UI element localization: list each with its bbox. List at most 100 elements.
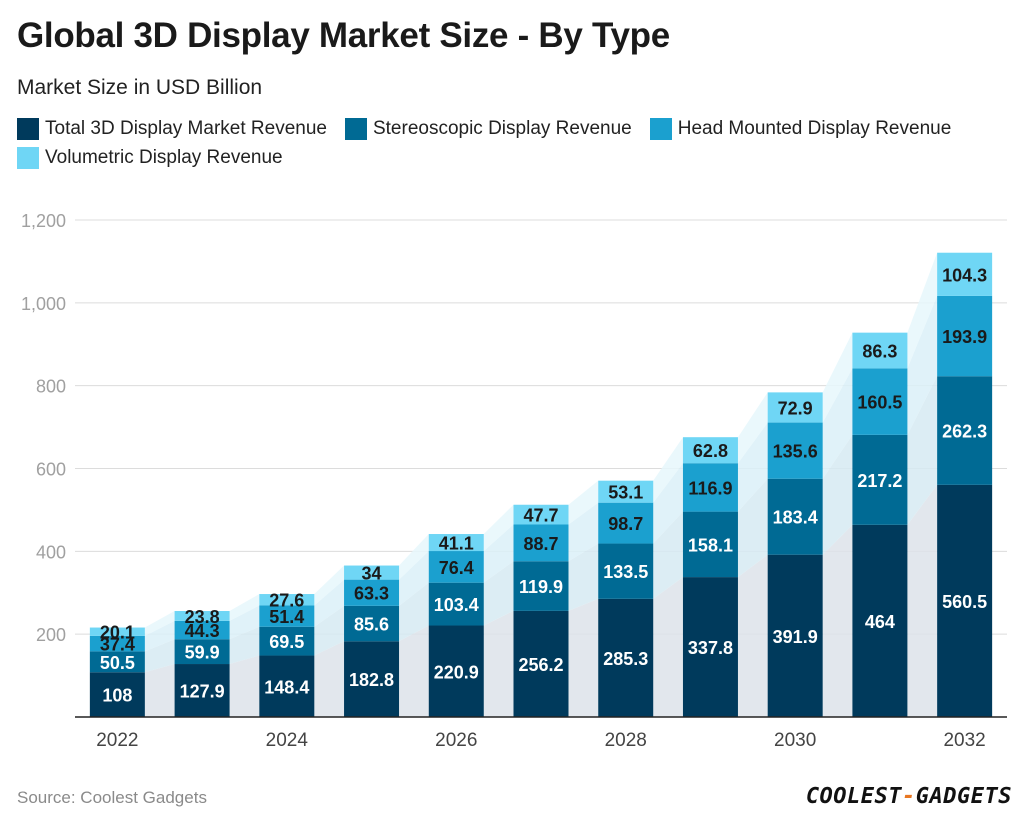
bar-segment xyxy=(937,252,993,296)
connector-band xyxy=(822,524,853,717)
chart-title: Global 3D Display Market Size - By Type xyxy=(17,16,670,55)
connector-band xyxy=(568,502,599,562)
data-label: 20.1 xyxy=(100,623,135,643)
brand-logo-dash: - xyxy=(902,784,916,809)
data-label: 193.9 xyxy=(942,327,987,347)
data-label: 44.3 xyxy=(185,621,220,641)
y-tick-label: 400 xyxy=(36,542,66,562)
chart-subtitle: Market Size in USD Billion xyxy=(17,76,263,99)
bar-segment xyxy=(767,554,823,717)
bar-segment xyxy=(513,561,569,611)
connector-band xyxy=(653,463,683,544)
data-label: 217.2 xyxy=(857,471,902,491)
legend-item-stereoscopic: Stereoscopic Display Revenue xyxy=(344,118,632,140)
bar-segment xyxy=(89,651,145,673)
data-label: 63.3 xyxy=(354,584,389,604)
data-label: 23.8 xyxy=(185,607,220,627)
data-label: 47.7 xyxy=(523,506,558,526)
data-label: 88.7 xyxy=(523,534,558,554)
connector-band xyxy=(314,605,345,656)
data-label: 62.8 xyxy=(693,441,728,461)
connector-band xyxy=(483,610,514,717)
data-label: 133.5 xyxy=(603,562,648,582)
y-tick-label: 1,200 xyxy=(21,211,66,231)
data-label: 34 xyxy=(362,564,382,584)
bar-segment xyxy=(937,484,993,717)
bar-segment xyxy=(344,605,400,642)
bar-segment xyxy=(767,422,823,479)
connector-band xyxy=(737,392,768,464)
data-label: 337.8 xyxy=(688,638,733,658)
connector-band xyxy=(144,620,175,652)
data-label: 76.4 xyxy=(439,558,474,578)
connector-band xyxy=(399,551,429,606)
y-tick-label: 1,000 xyxy=(21,294,66,314)
bar-segment xyxy=(682,577,738,717)
connector-band xyxy=(229,626,260,665)
data-label: 51.4 xyxy=(269,607,304,627)
bar-segment xyxy=(937,376,993,485)
data-label: 59.9 xyxy=(185,643,220,663)
legend-swatch-stereoscopic xyxy=(344,118,367,140)
data-label: 72.9 xyxy=(778,398,813,418)
bar-segment xyxy=(598,543,654,599)
bar-segment xyxy=(852,434,908,525)
connector-band xyxy=(483,504,514,552)
bar-segment xyxy=(89,627,145,636)
data-label: 53.1 xyxy=(608,483,643,503)
connector-band xyxy=(483,561,514,626)
data-label: 262.3 xyxy=(942,422,987,442)
connector-band xyxy=(653,511,683,599)
data-label: 160.5 xyxy=(857,393,902,413)
bar-segment xyxy=(259,626,315,656)
y-tick-label: 600 xyxy=(36,460,66,480)
connector-band xyxy=(399,582,429,642)
connector-band xyxy=(483,524,514,583)
data-label: 98.7 xyxy=(608,514,643,534)
legend-swatch-head-mounted xyxy=(649,118,672,140)
connector-band xyxy=(907,252,938,369)
source-note: Source: Coolest Gadgets xyxy=(17,788,207,807)
connector-band xyxy=(653,577,683,717)
data-label: 148.4 xyxy=(264,677,309,697)
connector-band xyxy=(229,605,260,640)
data-label: 182.8 xyxy=(349,670,394,690)
data-label: 104.3 xyxy=(942,265,987,285)
bar-segment xyxy=(852,368,908,435)
data-label: 220.9 xyxy=(434,662,479,682)
bar-segment xyxy=(259,605,315,627)
bar-segment xyxy=(682,463,738,512)
bar-segment xyxy=(598,502,654,544)
bar-segment xyxy=(513,610,569,717)
legend-item-head-mounted: Head Mounted Display Revenue xyxy=(649,118,951,140)
bar-segment xyxy=(174,611,230,621)
bar-segment xyxy=(682,437,738,464)
bar-segment xyxy=(513,524,569,562)
data-label: 85.6 xyxy=(354,615,389,635)
data-label: 183.4 xyxy=(773,508,818,528)
stacked-bar-chart: 200 400 600 800 1,000 1,200 108 127.9 148.4 182.8… xyxy=(21,211,1007,751)
y-tick-label: 800 xyxy=(36,377,66,397)
data-label: 69.5 xyxy=(269,632,304,652)
bar-segment xyxy=(598,480,654,503)
bar-segment xyxy=(682,511,738,578)
data-label: 135.6 xyxy=(773,442,818,462)
connector-band xyxy=(737,422,768,512)
data-label: 127.9 xyxy=(180,682,225,702)
connector-band xyxy=(653,437,683,503)
legend-label-volumetric: Volumetric Display Revenue xyxy=(45,147,283,168)
connector-band xyxy=(822,368,853,479)
connector-band xyxy=(144,611,175,636)
connector-band xyxy=(822,434,853,555)
bar-segment xyxy=(937,295,993,377)
x-tick-label: 2026 xyxy=(435,730,477,751)
connector-band xyxy=(314,579,345,627)
x-tick-label: 2022 xyxy=(96,730,138,751)
connector-band xyxy=(907,376,938,525)
connector-band xyxy=(737,554,768,717)
x-tick-label: 2032 xyxy=(943,730,985,751)
data-label: 86.3 xyxy=(862,342,897,362)
data-label: 391.9 xyxy=(773,627,818,647)
x-tick-label: 2030 xyxy=(774,730,816,751)
connector-band xyxy=(144,639,175,673)
